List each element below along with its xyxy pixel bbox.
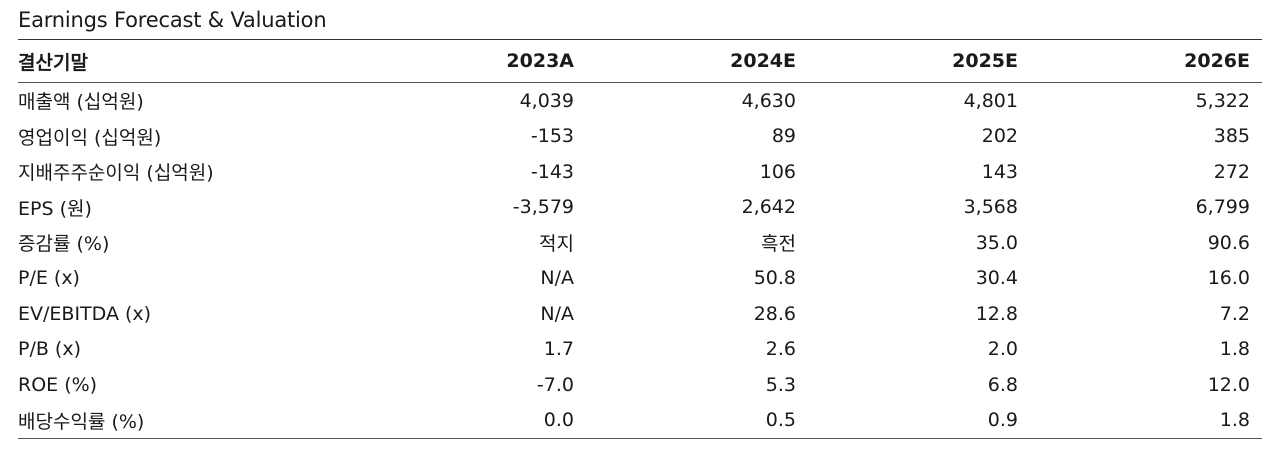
cell-2025e: 4,801 <box>963 89 1018 112</box>
cell-2023a: 1.7 <box>543 338 574 361</box>
row-label: 배당수익률 (%) <box>18 410 145 433</box>
cell-2024e: 5.3 <box>765 373 796 396</box>
cell-2024e: 106 <box>759 160 796 183</box>
row-label: P/B (x) <box>18 338 82 361</box>
cell-2025e: 2.0 <box>987 338 1018 361</box>
cell-2024e: 50.8 <box>753 267 796 290</box>
cell-2025e: 35.0 <box>975 231 1018 254</box>
table-row-ev-ebitda: EV/EBITDA (x) N/A 28.6 12.8 7.2 <box>18 296 1262 332</box>
cell-2025e: 0.9 <box>987 409 1018 432</box>
earnings-table: 결산기말 2023A 2024E 2025E 2026E 매출액 (십억원) 4… <box>18 39 1262 439</box>
row-label: 매출액 (십억원) <box>18 91 144 114</box>
cell-2024e: 4,630 <box>741 89 796 112</box>
header-2026e: 2026E <box>1184 50 1250 72</box>
row-label: EV/EBITDA (x) <box>18 302 152 325</box>
table-row-pb: P/B (x) 1.7 2.6 2.0 1.8 <box>18 332 1262 368</box>
cell-2025e: 12.8 <box>975 302 1018 325</box>
cell-2024e: 89 <box>771 125 796 148</box>
cell-2026e: 12.0 <box>1207 373 1250 396</box>
cell-2024e: 흑전 <box>761 233 796 256</box>
cell-2026e: 6,799 <box>1195 196 1250 219</box>
cell-2023a: -153 <box>530 125 574 148</box>
table-row-growth-rate: 증감률 (%) 적지 흑전 35.0 90.6 <box>18 225 1262 261</box>
cell-2026e: 90.6 <box>1207 231 1250 254</box>
table-row-operating-profit: 영업이익 (십억원) -153 89 202 385 <box>18 119 1262 155</box>
table-row-net-income: 지배주주순이익 (십억원) -143 106 143 272 <box>18 154 1262 190</box>
cell-2024e: 2,642 <box>741 196 796 219</box>
cell-2025e: 202 <box>981 125 1018 148</box>
row-label: P/E (x) <box>18 267 80 290</box>
cell-2026e: 16.0 <box>1207 267 1250 290</box>
cell-2026e: 272 <box>1213 160 1250 183</box>
table-header-row: 결산기말 2023A 2024E 2025E 2026E <box>18 39 1262 83</box>
cell-2023a: -143 <box>530 160 574 183</box>
cell-2026e: 5,322 <box>1195 89 1250 112</box>
header-2023a: 2023A <box>506 50 574 72</box>
cell-2025e: 6.8 <box>987 373 1018 396</box>
cell-2023a: 적지 <box>539 233 574 256</box>
cell-2024e: 0.5 <box>765 409 796 432</box>
header-2025e: 2025E <box>952 50 1018 72</box>
cell-2024e: 2.6 <box>765 338 796 361</box>
row-label: ROE (%) <box>18 373 98 396</box>
row-label: 영업이익 (십억원) <box>18 126 162 149</box>
table-title: Earnings Forecast & Valuation <box>18 8 327 32</box>
cell-2026e: 1.8 <box>1219 338 1250 361</box>
table-row-pe: P/E (x) N/A 50.8 30.4 16.0 <box>18 261 1262 297</box>
cell-2025e: 30.4 <box>975 267 1018 290</box>
cell-2026e: 7.2 <box>1219 302 1250 325</box>
cell-2026e: 1.8 <box>1219 409 1250 432</box>
table-row-revenue: 매출액 (십억원) 4,039 4,630 4,801 5,322 <box>18 83 1262 119</box>
row-label: 지배주주순이익 (십억원) <box>18 162 214 185</box>
cell-2023a: -3,579 <box>512 196 574 219</box>
table-row-eps: EPS (원) -3,579 2,642 3,568 6,799 <box>18 190 1262 226</box>
row-label: 증감률 (%) <box>18 233 110 256</box>
table-row-dividend-yield: 배당수익률 (%) 0.0 0.5 0.9 1.8 <box>18 403 1262 439</box>
cell-2025e: 143 <box>981 160 1018 183</box>
cell-2024e: 28.6 <box>753 302 796 325</box>
header-2024e: 2024E <box>730 50 796 72</box>
cell-2023a: N/A <box>540 267 574 290</box>
cell-2023a: N/A <box>540 302 574 325</box>
cell-2026e: 385 <box>1213 125 1250 148</box>
cell-2023a: 4,039 <box>519 89 574 112</box>
cell-2023a: -7.0 <box>536 373 574 396</box>
header-fiscal-year-end: 결산기말 <box>18 51 88 74</box>
table-row-roe: ROE (%) -7.0 5.3 6.8 12.0 <box>18 367 1262 403</box>
cell-2023a: 0.0 <box>543 409 574 432</box>
cell-2025e: 3,568 <box>963 196 1018 219</box>
row-label: EPS (원) <box>18 197 92 220</box>
